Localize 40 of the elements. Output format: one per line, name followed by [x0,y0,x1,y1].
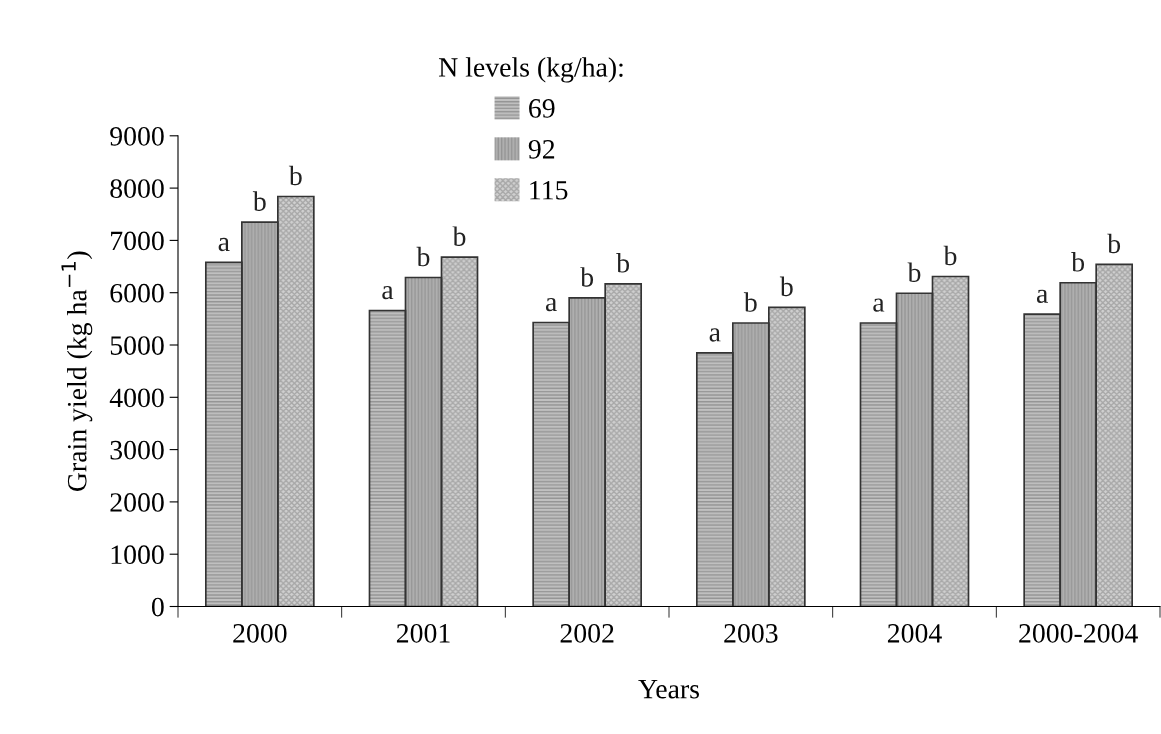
data-label: b [743,292,757,312]
x-axis-title: Years [638,680,699,699]
data-label: b [1107,233,1121,254]
legend-label: 92 [528,140,555,159]
y-tick-label: 7000 [111,231,164,251]
data-label: a [545,298,557,312]
data-label: b [943,245,957,266]
data-label: a [218,237,230,252]
y-tick-label: 3000 [110,440,164,460]
y-tick-label: 1000 [111,545,164,565]
x-tick-label: 2002 [560,623,614,643]
legend-label: 115 [530,181,568,200]
x-tick-label: 2004 [887,623,942,643]
data-label: b [1071,252,1085,272]
x-tick-label: 2003 [724,623,778,643]
data-label: b [252,191,266,211]
data-label: a [873,298,885,312]
data-label: b [616,253,630,273]
data-label: a [1036,289,1048,303]
y-axis-title: Grain yield (kg ha$^{−1}$) [61,251,93,491]
legend-label: 69 [529,99,555,118]
y-tick-label: 5000 [110,336,164,355]
y-tick-label: 6000 [110,283,164,303]
y-tick-label: 4000 [109,388,164,408]
y-tick-label: 8000 [110,179,164,199]
y-tick-label: 0 [151,597,164,617]
x-tick-label: 2000 [233,623,287,643]
data-label: b [416,246,430,267]
x-tick-label: 2000-2004 [1019,623,1138,643]
data-label: a [382,285,394,300]
data-label: b [288,165,302,186]
data-label: b [452,226,466,246]
data-label: b [580,267,594,287]
data-label: a [709,328,721,342]
y-tick-label: 9000 [110,126,164,146]
data-label: b [907,262,921,283]
y-tick-label: 2000 [110,493,164,512]
legend-title: N levels (kg/ha): [438,57,623,83]
x-tick-label: 2001 [396,623,450,643]
data-label: b [779,276,793,297]
